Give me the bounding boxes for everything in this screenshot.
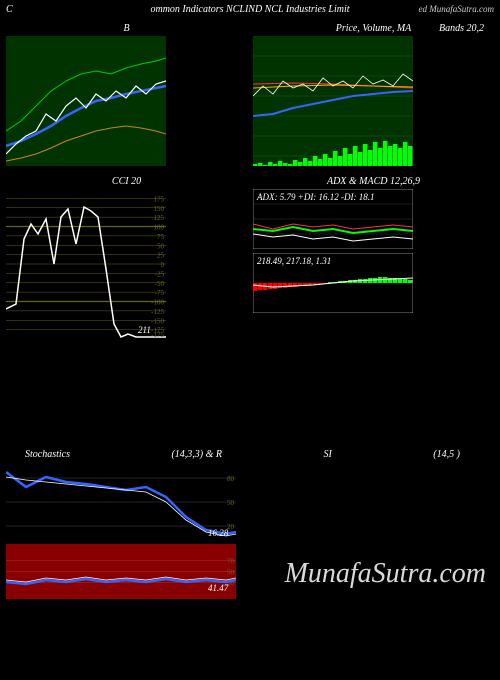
adx-macd-panel: ADX & MACD 12,26,9 ADX: 5.79 +DI: 16.12 … [253,172,494,339]
svg-text:ADX: 5.79 +DI: 16.12 -DI: 18.1: ADX: 5.79 +DI: 16.12 -DI: 18.1 [256,192,375,202]
bottom-charts: 80502016.28 70503041.47 [0,460,500,599]
page-header: C ommon Indicators NCLIND NCL Industries… [0,0,500,19]
cci-chart: 175 150125 1007550 250-25 -50-75 -100-125-150… [6,189,166,339]
svg-text:211: 211 [138,325,151,335]
bbands-title: B [123,23,129,34]
svg-text:218.49, 217.18, 1.31: 218.49, 217.18, 1.31 [257,256,331,266]
svg-text:175: 175 [154,195,165,203]
adx-macd-title: ADX & MACD 12,26,9 [327,176,420,187]
svg-text:100: 100 [154,224,165,232]
price-ma-title: Price, Volume, MA [336,23,412,34]
stoch-title-mid: (14,3,3) & R [171,449,222,460]
chart-grid: B Price, Volume, MA Bands 20,2 CCI 20 17… [0,19,500,339]
header-left-text: C [6,4,13,15]
svg-text:-75: -75 [155,289,165,297]
svg-text:75: 75 [157,233,165,241]
svg-text:50: 50 [227,499,235,507]
svg-text:125: 125 [154,214,165,222]
stoch-title-left: Stochastics [25,449,70,460]
price-ma-chart [253,36,413,166]
bottom-titles-row: Stochastics (14,3,3) & R SI (14,5 ) [0,449,500,460]
svg-text:80: 80 [227,475,235,483]
cci-panel: CCI 20 1751501251007550250-25-50-75-100-… [6,172,247,339]
cci-title: CCI 20 [112,176,141,187]
svg-text:50: 50 [227,569,235,577]
svg-text:-100: -100 [151,299,164,307]
svg-text:16.28: 16.28 [208,528,229,538]
bbands-chart [6,36,166,166]
header-center-text: ommon Indicators NCLIND NCL Industries L… [150,4,349,15]
svg-text:0: 0 [161,261,165,269]
stoch-title-right: (14,5 ) [433,449,460,460]
bbands-right-title: Bands 20,2 [439,23,484,34]
stoch-chart: 80502016.28 [6,462,236,542]
bbands-panel: B [6,19,247,166]
svg-text:-125: -125 [151,308,164,316]
svg-text:150: 150 [154,205,165,213]
macd-chart: 218.49, 217.18, 1.31 [253,253,413,313]
adx-chart: ADX: 5.79 +DI: 16.12 -DI: 18.1 [253,189,413,249]
rsi-chart: 70503041.47 [6,544,236,599]
svg-text:-25: -25 [155,270,165,278]
svg-text:-50: -50 [155,280,165,288]
stoch-title-si: SI [323,449,331,460]
price-ma-panel: Price, Volume, MA Bands 20,2 [253,19,494,166]
svg-text:-175: -175 [151,331,164,339]
svg-text:50: 50 [157,242,165,250]
svg-text:70: 70 [227,558,235,566]
header-right-text: ed MunafaSutra.com [419,4,495,14]
svg-text:25: 25 [157,252,165,260]
svg-text:41.47: 41.47 [208,583,229,593]
svg-text:-150: -150 [151,317,164,325]
